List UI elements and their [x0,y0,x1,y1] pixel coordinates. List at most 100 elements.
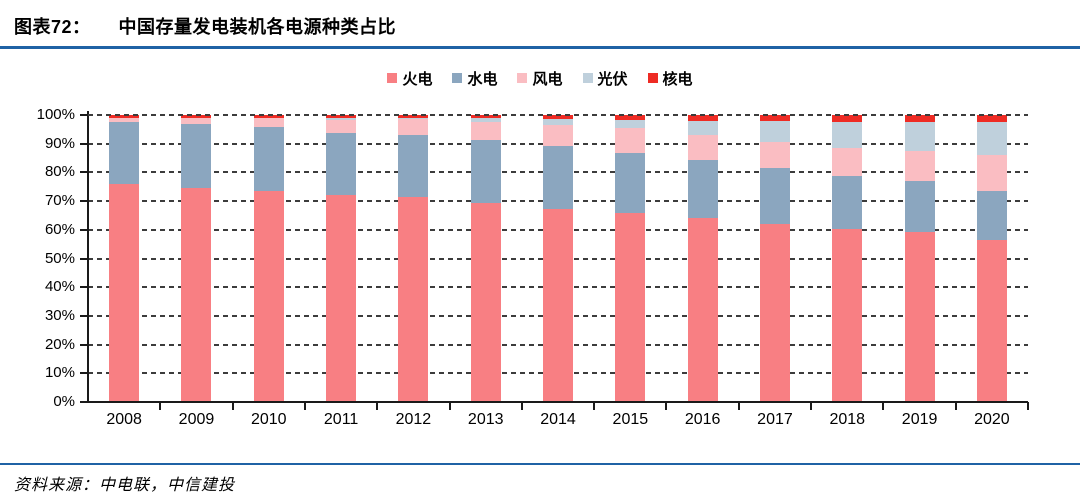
legend-label: 火电 [402,70,433,88]
y-axis-tick-label: 40% [44,278,75,296]
bar-segment-核电 [398,115,429,119]
y-axis-line [87,111,89,402]
y-axis-tick-label: 30% [44,306,75,324]
bar-segment-风电 [109,118,140,122]
stacked-bar-2010 [253,115,284,402]
x-axis-label-2018: 2018 [829,411,866,428]
stacked-bar-2017 [759,115,790,402]
legend-item-水电: 水电 [452,68,497,89]
bar-segment-水电 [687,160,718,218]
grid-line-100 [88,114,1028,116]
y-axis-tick-label: 10% [44,364,75,382]
legend-swatch-icon [582,73,593,83]
stacked-bar-2008 [109,115,140,402]
bar-segment-火电 [470,203,501,402]
legend-label: 风电 [532,70,563,88]
y-axis-tick-label: 50% [44,249,75,267]
y-axis-tick-label: 20% [44,335,75,353]
bar-segment-核电 [326,115,357,119]
y-axis-tick [80,343,88,346]
bar-segment-光伏 [470,118,501,123]
x-axis-tick [376,402,379,410]
bar-segment-水电 [615,152,646,213]
x-axis-tick [737,402,740,410]
x-axis-tick [882,402,885,410]
bar-segment-核电 [615,115,646,121]
y-axis-tick [80,114,88,116]
stacked-bar-2011 [326,115,357,402]
bar-segment-火电 [832,229,863,402]
y-axis-tick [80,314,88,317]
bar-segment-核电 [904,115,935,122]
bar-segment-火电 [326,195,357,402]
bar-segment-风电 [615,127,646,153]
bar-segment-核电 [253,115,284,119]
bar-segment-风电 [326,119,357,133]
x-axis-tick [810,402,813,410]
bar-segment-水电 [976,191,1007,240]
legend-item-光伏: 光伏 [582,68,628,89]
bar-segment-光伏 [615,120,646,128]
x-axis-label-2013: 2013 [467,411,504,428]
bar-segment-水电 [759,168,790,224]
x-axis-label-2020: 2020 [974,411,1010,428]
bar-segment-光伏 [976,121,1007,155]
bar-segment-核电 [109,115,140,119]
legend-label: 光伏 [597,70,628,88]
bar-segment-火电 [904,232,935,402]
bar-segment-核电 [181,115,212,118]
legend-item-火电: 火电 [387,68,432,89]
footer-divider-rule [0,462,1080,465]
bar-segment-水电 [832,176,863,230]
y-axis-tick [80,228,88,231]
bar-segment-光伏 [326,118,357,120]
bar-segment-水电 [181,123,212,188]
chart-legend: 火电 水电 风电 光伏 核电 [0,68,1080,88]
bar-segment-核电 [976,115,1007,122]
bar-segment-水电 [253,127,284,192]
bar-segment-核电 [543,115,573,120]
legend-item-核电: 核电 [647,68,693,89]
bar-segment-光伏 [687,121,718,135]
bar-segment-火电 [253,191,284,402]
bar-segment-风电 [759,142,790,169]
bar-segment-风电 [253,118,284,128]
x-axis-label-2016: 2016 [684,411,721,428]
x-axis-tick [520,402,523,410]
stacked-bar-2009 [181,115,212,402]
x-axis-label-2015: 2015 [612,411,649,428]
y-axis-tick-label: 70% [44,192,75,210]
bar-segment-风电 [687,134,718,161]
stacked-bar-2012 [398,115,429,402]
x-axis-label-2017: 2017 [757,411,793,428]
bar-segment-风电 [832,148,863,177]
x-axis-label-2014: 2014 [540,411,576,428]
bar-segment-核电 [832,115,863,122]
y-axis-tick [80,286,88,289]
stacked-bar-2020 [976,115,1007,402]
bar-segment-光伏 [904,121,935,152]
bar-segment-火电 [759,223,790,402]
bar-segment-光伏 [398,118,429,120]
x-axis-label-2011: 2011 [323,411,359,428]
bar-segment-风电 [976,154,1007,192]
source-note: 资料来源：中电联，中信建投 [14,477,236,494]
bar-segment-火电 [181,187,212,402]
bar-segment-水电 [326,132,357,196]
figure-title: 中国存量发电装机各电源种类占比 [118,17,397,37]
bar-segment-核电 [759,115,790,121]
stacked-bar-2016 [687,115,718,402]
title-divider-rule [0,46,1080,49]
bar-segment-火电 [615,212,646,402]
legend-label: 核电 [662,70,693,88]
x-axis-tick [954,402,957,410]
y-axis-tick-label: 80% [44,163,75,181]
x-axis-label-2009: 2009 [178,411,215,428]
bar-segment-风电 [398,119,429,135]
bar-segment-光伏 [759,120,790,143]
bar-segment-风电 [470,122,501,140]
bar-segment-水电 [470,139,501,204]
bar-segment-火电 [543,209,573,402]
bar-segment-火电 [398,196,429,402]
bar-segment-水电 [398,134,429,197]
